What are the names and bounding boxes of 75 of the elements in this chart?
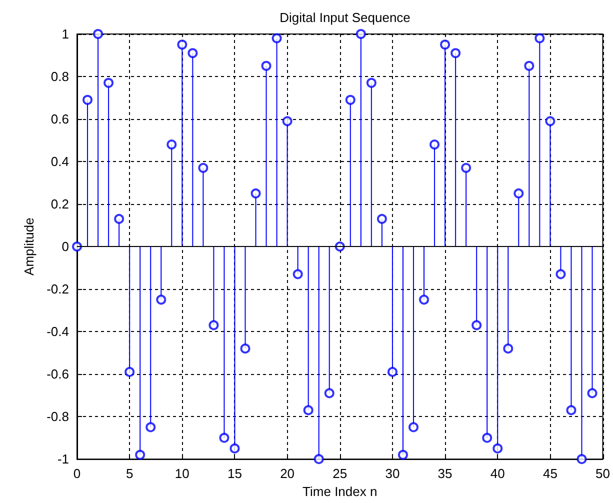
y-tick-label: -0.2: [46, 282, 69, 297]
point: [208, 320, 219, 330]
y-tick-label: -1: [57, 452, 69, 467]
point: [398, 450, 408, 460]
point: [576, 454, 587, 464]
point: [93, 29, 104, 39]
chart-title: Digital Input Sequence: [280, 10, 410, 25]
point: [408, 422, 418, 432]
y-tick-label: 0.2: [50, 196, 69, 212]
point: [240, 344, 250, 354]
y-tick-label: 0.8: [50, 69, 69, 84]
point: [104, 78, 114, 88]
point: [198, 162, 208, 173]
point: [219, 432, 230, 443]
x-tick-label: 15: [227, 466, 242, 482]
point: [524, 60, 534, 71]
x-tick-label: 40: [490, 466, 505, 482]
point: [135, 450, 146, 460]
point: [461, 162, 472, 173]
y-tick-label: -0.6: [46, 366, 69, 382]
point: [514, 188, 524, 198]
y-tick-label: 0.6: [50, 112, 69, 127]
point: [503, 344, 514, 354]
point: [387, 366, 398, 377]
point: [250, 188, 261, 198]
point: [482, 432, 492, 443]
point: [566, 405, 576, 416]
point: [430, 140, 440, 150]
y-tick-label: 0.4: [50, 154, 69, 170]
x-tick-label: 10: [174, 466, 190, 482]
point: [230, 443, 240, 454]
x-tick-label: 30: [385, 466, 400, 482]
point: [345, 94, 356, 105]
x-tick-label: 25: [332, 466, 348, 482]
point: [334, 242, 345, 252]
x-tick-label: 0: [73, 466, 81, 482]
y-tick-label: -0.8: [46, 409, 69, 424]
point: [146, 422, 156, 432]
x-tick-label: 50: [596, 466, 610, 482]
point: [114, 214, 124, 224]
point: [177, 40, 188, 50]
point: [472, 320, 482, 330]
point: [292, 269, 303, 280]
point: [156, 294, 166, 305]
point: [450, 48, 461, 58]
point: [314, 454, 324, 464]
point: [545, 116, 556, 126]
point: [82, 94, 93, 105]
y-tick-label: 1: [62, 26, 69, 42]
x-tick-label: 35: [438, 466, 452, 482]
y-tick-label: -0.4: [46, 324, 69, 340]
x-tick-label: 5: [126, 466, 134, 482]
point: [366, 78, 376, 88]
point: [534, 33, 545, 44]
point: [587, 388, 598, 398]
x-axis-title: Time Index n: [302, 484, 378, 499]
y-axis-title: Amplitude: [22, 218, 37, 276]
point: [419, 294, 430, 305]
point: [272, 33, 282, 44]
point: [261, 60, 272, 71]
x-tick-label: 20: [280, 466, 295, 482]
y-tick-label: 0: [62, 239, 69, 254]
point: [324, 388, 334, 398]
point: [303, 405, 314, 416]
point: [376, 214, 387, 224]
point: [124, 366, 135, 377]
point: [556, 269, 566, 280]
point: [188, 48, 198, 58]
point: [492, 443, 503, 454]
point: [282, 116, 292, 126]
point: [166, 140, 177, 150]
point: [356, 29, 366, 39]
x-tick-label: 45: [542, 466, 558, 482]
point: [72, 242, 82, 252]
point: [440, 40, 450, 50]
